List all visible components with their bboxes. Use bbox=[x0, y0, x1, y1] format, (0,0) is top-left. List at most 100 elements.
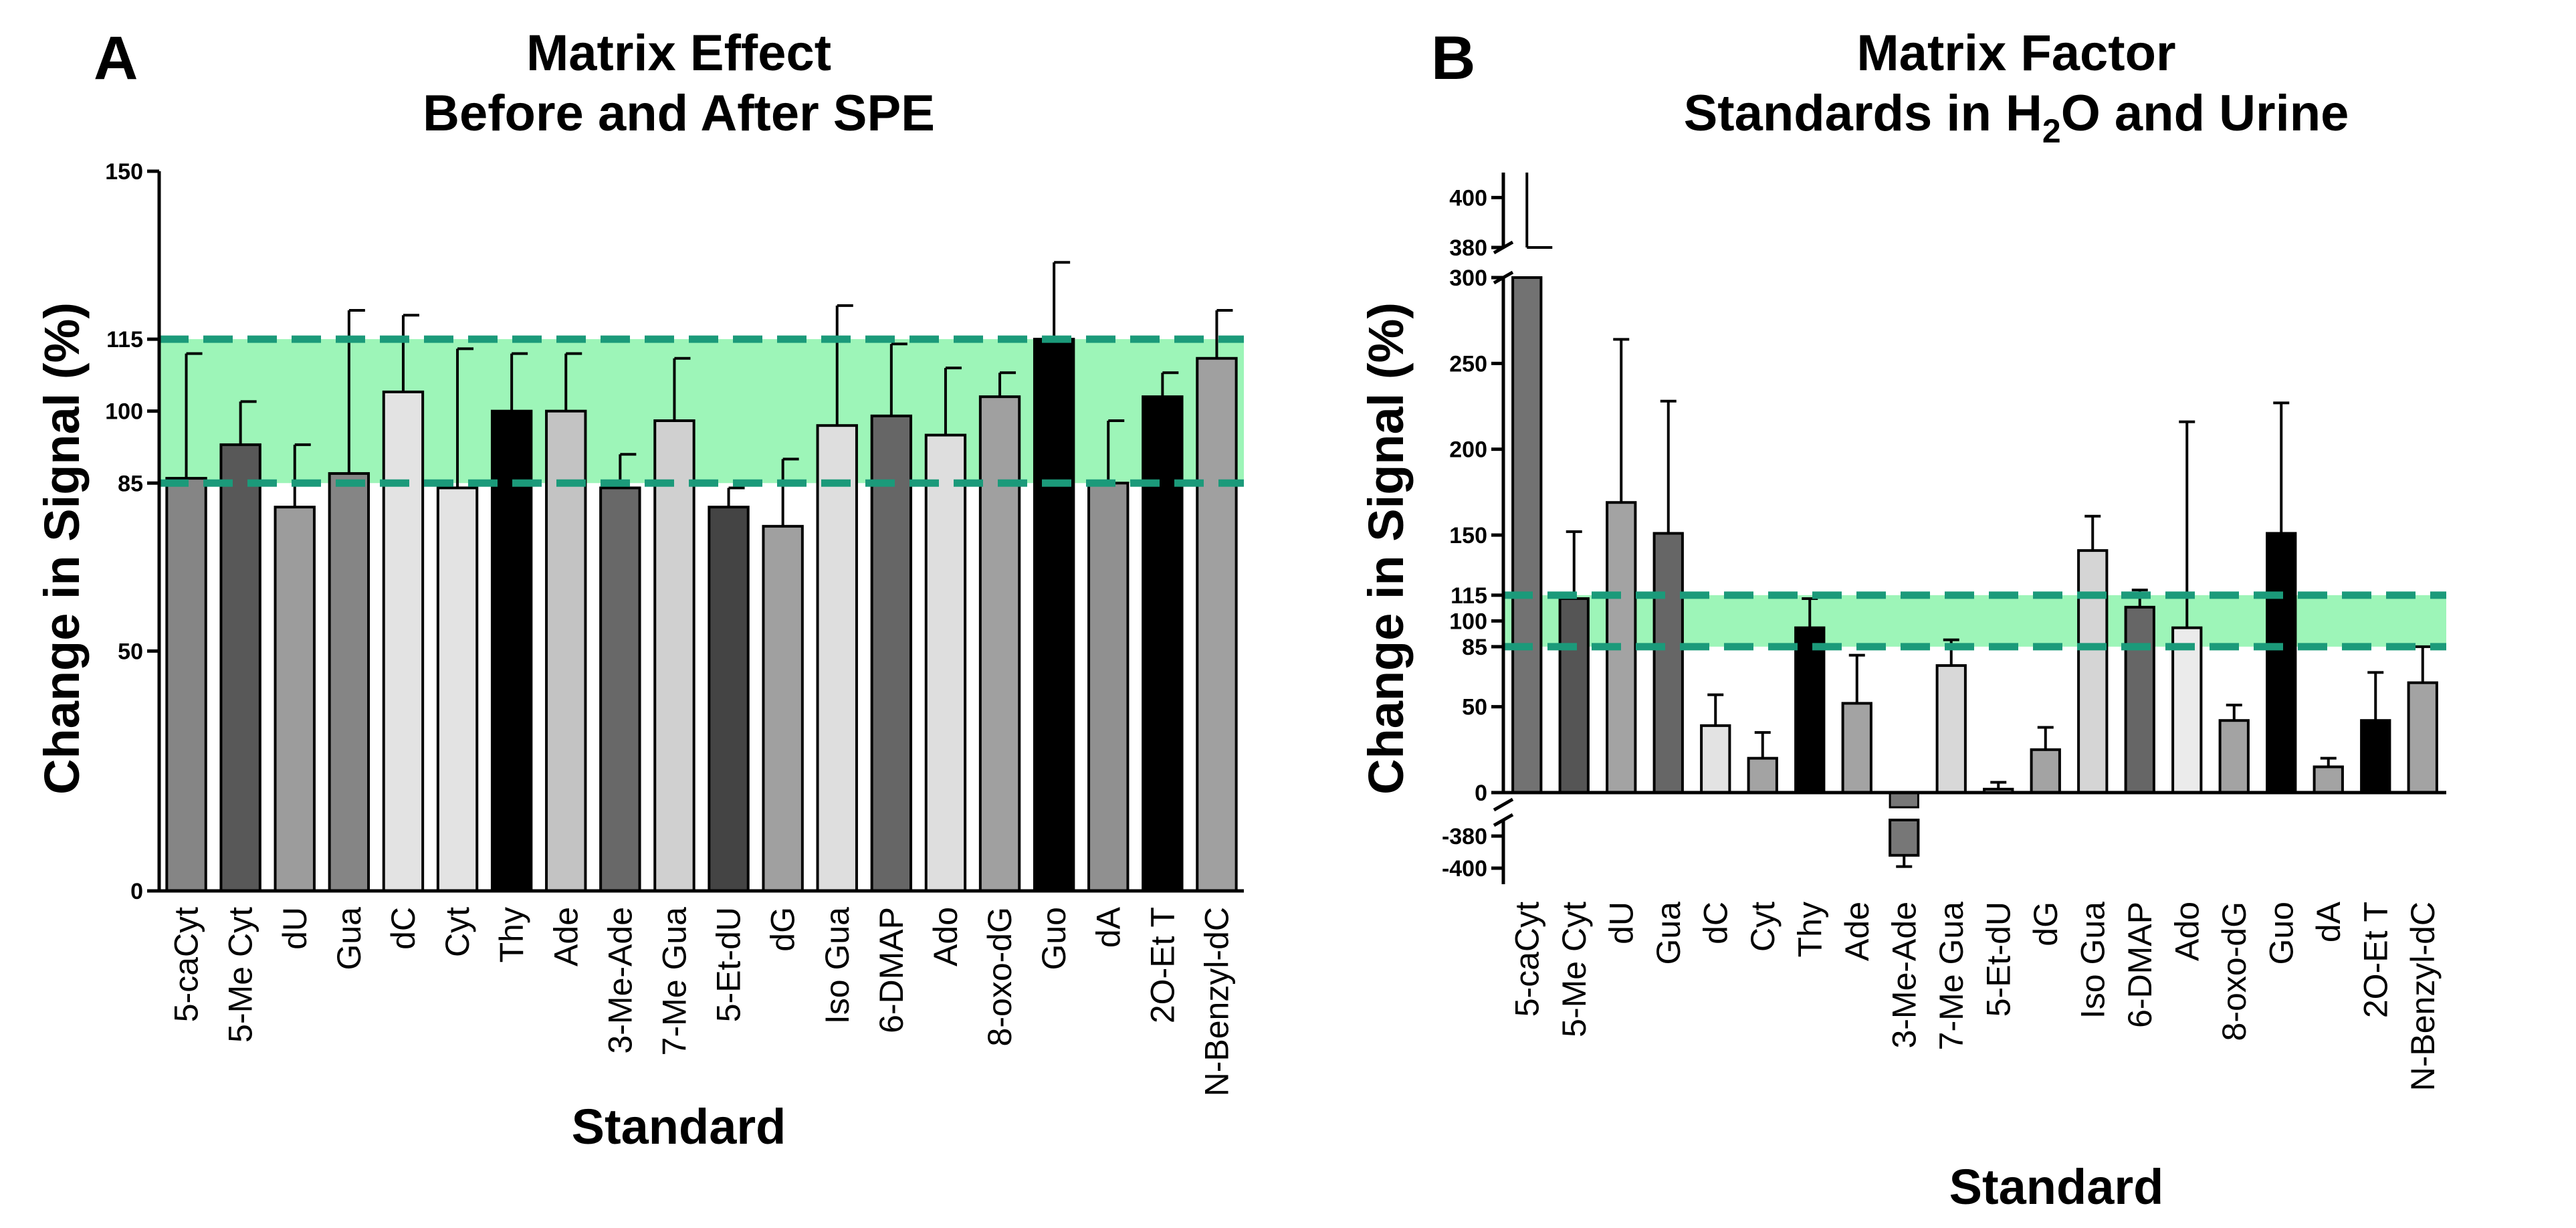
chart-b-bar bbox=[1794, 626, 1826, 794]
chart-b-bar bbox=[2360, 719, 2391, 794]
chart-b-category-label: Ade bbox=[1838, 902, 1876, 961]
chart-a-bar bbox=[870, 414, 913, 892]
chart-b-y-tick-label: 85 bbox=[1462, 635, 1487, 660]
chart-a-category-label: Ade bbox=[547, 907, 584, 966]
chart-b-category-label: 6-DMAP bbox=[2121, 902, 2159, 1028]
chart-a-title-line1: Matrix Effect bbox=[526, 25, 831, 82]
chart-a-bar bbox=[816, 424, 858, 892]
chart-a-category-label: dU bbox=[276, 907, 314, 950]
chart-a-xlabel: Standard bbox=[572, 1099, 786, 1154]
chart-a-category-label: dA bbox=[1089, 906, 1127, 948]
chart-a-bar bbox=[653, 419, 695, 892]
chart-b-category-label: Thy bbox=[1791, 902, 1828, 957]
chart-b-bar bbox=[2030, 748, 2061, 795]
chart-a-category-label: 6-DMAP bbox=[873, 907, 910, 1033]
chart-a-bar bbox=[382, 390, 425, 892]
chart-b-category-label: 8-oxo-dG bbox=[2216, 902, 2253, 1041]
chart-b-bar bbox=[1558, 597, 1590, 794]
chart-b-bar bbox=[1935, 664, 1967, 794]
chart-a-bar bbox=[1142, 395, 1184, 892]
chart-a-category-label: 5-caCyt bbox=[168, 907, 205, 1022]
chart-a-category-label: Iso Gua bbox=[819, 907, 856, 1024]
chart-b-y-tick-label: 250 bbox=[1449, 351, 1487, 377]
chart-a-y-tick-label: 85 bbox=[118, 471, 143, 496]
chart-b-category-label: 2O-Et T bbox=[2357, 902, 2394, 1018]
chart-b-category-label: 5-Et-dU bbox=[1979, 902, 2017, 1017]
chart-a-category-label: 5-Et-dU bbox=[710, 907, 748, 1022]
chart-b-bar bbox=[2171, 626, 2203, 794]
chart-b-y-tick-label: 100 bbox=[1449, 609, 1487, 634]
chart-a-bar bbox=[599, 486, 641, 892]
chart-a-bar bbox=[274, 506, 316, 892]
chart-a-y-tick-label: 150 bbox=[105, 159, 143, 185]
chart-b-bar bbox=[1700, 724, 1731, 795]
chart-b-category-label: dA bbox=[2310, 901, 2347, 942]
chart-b-category-label: Iso Gua bbox=[2074, 902, 2111, 1019]
chart-b-y-tick-label: 115 bbox=[1451, 583, 1487, 609]
chart-b-category-label: 5-Me Cyt bbox=[1555, 902, 1593, 1037]
chart-a-category-label: 8-oxo-dG bbox=[981, 907, 1018, 1046]
chart-b-bar bbox=[2218, 719, 2250, 794]
chart-b-category-label: Cyt bbox=[1744, 902, 1782, 952]
chart-a-bar bbox=[490, 409, 533, 892]
chart-a-y-tick-label: 0 bbox=[130, 879, 143, 904]
chart-a-bar bbox=[924, 433, 967, 892]
chart-b-bar-lower bbox=[1889, 819, 1920, 857]
chart-b-title-subscript: 2 bbox=[2042, 112, 2061, 150]
chart-a-ylabel: Change in Signal (%) bbox=[34, 302, 90, 795]
chart-b-y-tick-label: 0 bbox=[1475, 781, 1487, 806]
chart-b-acceptance-band bbox=[1503, 595, 2446, 647]
chart-b-title-part2: O and Urine bbox=[2061, 85, 2349, 142]
chart-b-category-label: Ado bbox=[2168, 902, 2206, 961]
chart-b-y-tick-label: 200 bbox=[1449, 437, 1487, 463]
chart-b-bar bbox=[1889, 791, 1919, 809]
chart-a-bar bbox=[762, 524, 804, 892]
chart-b-category-label: dG bbox=[2027, 902, 2064, 946]
chart-b-y-tick-label: -380 bbox=[1442, 824, 1487, 849]
chart-a-acceptance-band bbox=[159, 339, 1244, 484]
chart-a-bar bbox=[165, 477, 207, 892]
chart-a-category-label: 5-Me Cyt bbox=[222, 907, 259, 1043]
chart-a-category-label: Cyt bbox=[439, 907, 476, 957]
chart-b-bar bbox=[2124, 605, 2155, 794]
chart-a-bar bbox=[219, 443, 261, 892]
chart-b-title-part1: Standards in H bbox=[1684, 85, 2042, 142]
chart-b-y-tick-label: 150 bbox=[1449, 523, 1487, 548]
chart-b-category-label: N-Benzyl-dC bbox=[2404, 902, 2442, 1091]
chart-b-bar bbox=[2266, 532, 2297, 795]
chart-a-bar bbox=[328, 472, 370, 892]
chart-a-bar bbox=[436, 486, 479, 892]
chart-b-category-label: 3-Me-Ade bbox=[1885, 902, 1923, 1049]
chart-b-title-line1: Matrix Factor bbox=[1856, 25, 2175, 82]
chart-b-y-tick-label: 380 bbox=[1449, 235, 1487, 261]
chart-b-category-label: 5-caCyt bbox=[1508, 902, 1545, 1017]
chart-b-title-line2: Standards in H2O and Urine bbox=[1684, 85, 2349, 150]
chart-a-y-tick-label: 100 bbox=[105, 399, 143, 425]
chart-a-category-label: N-Benzyl-dC bbox=[1198, 907, 1235, 1096]
chart-b-bar bbox=[1652, 532, 1684, 795]
chart-b-xlabel: Standard bbox=[1949, 1159, 2164, 1215]
panel-a-letter: A bbox=[94, 24, 138, 92]
chart-b-category-label: 7-Me Gua bbox=[1933, 902, 1970, 1051]
chart-a-category-label: Gua bbox=[330, 907, 368, 970]
chart-b-y-tick-label: 50 bbox=[1462, 695, 1487, 720]
chart-b-bar bbox=[1747, 756, 1778, 794]
chart-b-category-label: dU bbox=[1602, 902, 1640, 944]
chart-a-category-label: 2O-Et T bbox=[1144, 907, 1181, 1023]
chart-b-bar bbox=[1511, 276, 1543, 794]
chart-b-bar bbox=[2407, 681, 2438, 794]
chart-a-category-label: Ado bbox=[927, 907, 964, 966]
chart-a-category-label: Guo bbox=[1035, 907, 1073, 970]
chart-a-bar bbox=[1033, 338, 1075, 893]
panel-b-letter: B bbox=[1431, 24, 1475, 92]
chart-a-bar bbox=[1196, 356, 1238, 892]
chart-b-axis-break-mark bbox=[1493, 813, 1514, 827]
chart-a-category-label: 3-Me-Ade bbox=[601, 907, 639, 1054]
chart-b-bar bbox=[2313, 765, 2344, 794]
chart-a-title-line2: Before and After SPE bbox=[423, 85, 935, 142]
chart-a-bar bbox=[978, 395, 1021, 892]
chart-a-category-label: 7-Me Gua bbox=[655, 907, 693, 1056]
chart-a-y-tick-label: 115 bbox=[106, 327, 143, 352]
chart-b-ylabel: Change in Signal (%) bbox=[1358, 302, 1414, 795]
